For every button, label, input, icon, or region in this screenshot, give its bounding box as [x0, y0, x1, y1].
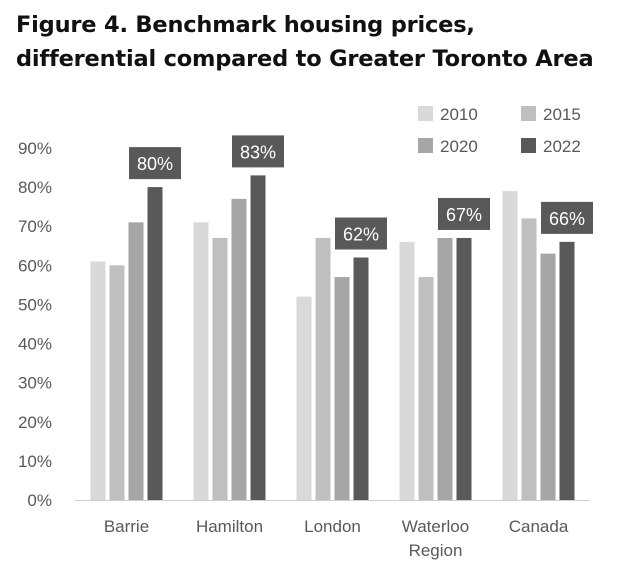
bar-2010	[399, 241, 415, 500]
bar-2015	[212, 237, 228, 500]
y-tick-label: 80%	[18, 178, 52, 197]
y-tick-label: 0%	[27, 491, 52, 510]
bar-2010	[193, 222, 209, 501]
legend-label: 2010	[440, 105, 478, 124]
data-label-box	[541, 201, 593, 234]
data-label-box	[232, 135, 284, 168]
x-tick-label: Barrie	[104, 517, 149, 536]
bar-2015	[521, 218, 537, 500]
legend: 2010 2015 2020 2022	[418, 105, 581, 156]
data-label: 83%	[232, 135, 284, 168]
bar-2022	[147, 187, 163, 500]
x-tick-label: Canada	[509, 517, 569, 536]
chart-title-line-1: Figure 4. Benchmark housing prices,	[16, 12, 475, 38]
legend-swatch	[521, 138, 536, 153]
y-tick-label: 70%	[18, 217, 52, 236]
chart-title: Figure 4. Benchmark housing prices, diff…	[16, 8, 626, 76]
data-label: 62%	[335, 217, 387, 250]
bar-2015	[418, 277, 434, 500]
x-axis: Barrie Hamilton London Waterloo Region Canada	[104, 517, 569, 560]
legend-item-2022: 2022	[521, 137, 581, 156]
legend-item-2015: 2015	[521, 105, 581, 124]
legend-label: 2022	[543, 137, 581, 156]
data-label: 67%	[438, 197, 490, 230]
y-tick-label: 20%	[18, 413, 52, 432]
bar-2015	[109, 265, 125, 500]
bar-2015	[315, 237, 331, 500]
legend-label: 2020	[440, 137, 478, 156]
bars	[90, 175, 575, 501]
bar-2022	[559, 241, 575, 500]
x-tick-label: Hamilton	[196, 517, 263, 536]
legend-swatch	[418, 138, 433, 153]
data-label-box	[335, 217, 387, 250]
data-label-box	[129, 147, 181, 180]
data-label-text: 83%	[240, 142, 276, 162]
bar-2020	[540, 253, 556, 500]
bar-2020	[437, 237, 453, 500]
y-axis: 0% 10% 20% 30% 40% 50% 60% 70% 80% 90%	[18, 139, 52, 510]
data-label-box	[438, 197, 490, 230]
data-label: 66%	[541, 201, 593, 234]
legend-swatch	[418, 106, 433, 121]
data-label: 80%	[129, 147, 181, 180]
y-tick-label: 10%	[18, 452, 52, 471]
y-tick-label: 60%	[18, 256, 52, 275]
bar-2020	[231, 198, 247, 500]
y-tick-label: 50%	[18, 295, 52, 314]
y-tick-label: 30%	[18, 374, 52, 393]
bar-2010	[296, 296, 312, 500]
legend-item-2010: 2010	[418, 105, 478, 124]
y-tick-label: 90%	[18, 139, 52, 158]
bar-2020	[334, 277, 350, 500]
x-tick-label: London	[304, 517, 361, 536]
data-labels: 80% 83% 62% 67% 66%	[129, 135, 593, 250]
bar-2020	[128, 222, 144, 501]
bar-2010	[502, 191, 518, 500]
y-tick-label: 40%	[18, 335, 52, 354]
bar-2022	[250, 175, 266, 500]
legend-item-2020: 2020	[418, 137, 478, 156]
chart-title-line-2: differential compared to Greater Toronto…	[16, 46, 594, 72]
data-label-text: 80%	[137, 154, 173, 174]
legend-label: 2015	[543, 105, 581, 124]
data-label-text: 66%	[549, 209, 585, 229]
x-tick-label: Waterloo Region	[402, 517, 469, 560]
data-label-text: 62%	[343, 225, 379, 245]
data-label-text: 67%	[446, 205, 482, 225]
legend-swatch	[521, 106, 536, 121]
bar-2022	[456, 237, 472, 500]
bar-2022	[353, 257, 369, 500]
bar-2010	[90, 261, 106, 500]
